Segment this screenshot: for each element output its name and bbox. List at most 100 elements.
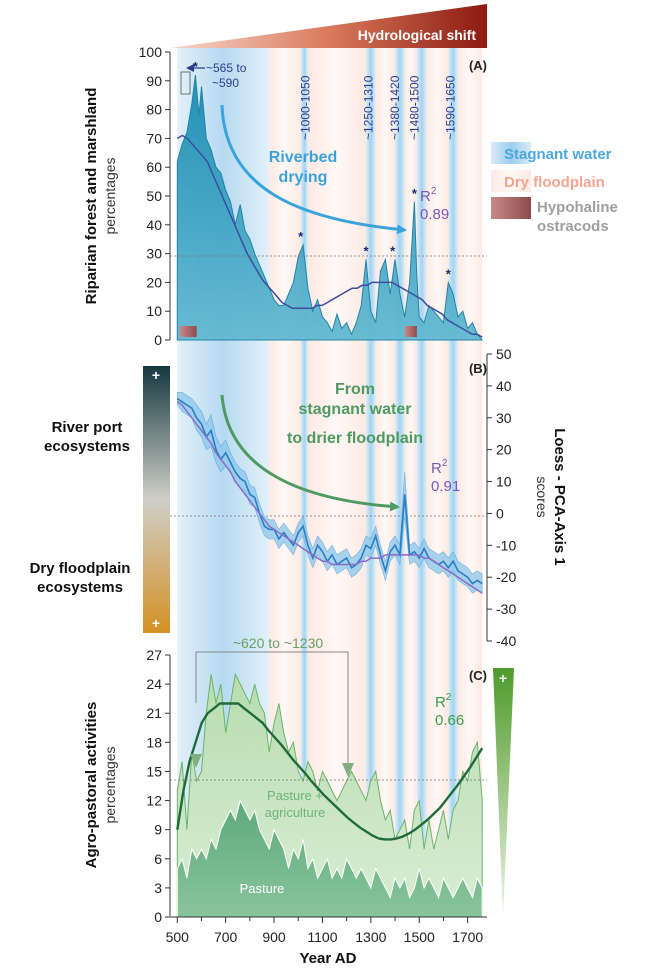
annotation-arrow-right bbox=[342, 763, 354, 777]
stagnant-water-band bbox=[448, 48, 458, 917]
label-dry-floodplain-1: Dry floodplain bbox=[30, 560, 131, 577]
header-title: Hydrological shift bbox=[358, 27, 477, 43]
panel-a: * * * * * * ~565 to ~590 Riverbed drying R2 0… bbox=[83, 44, 487, 348]
panel-a-ytick-label: 70 bbox=[146, 130, 162, 146]
panel-b-ytick-label: 10 bbox=[496, 474, 512, 490]
annotation-bracket bbox=[195, 651, 349, 768]
label-pasture-agriculture-2: agriculture bbox=[265, 805, 326, 820]
dry-floodplain-band bbox=[426, 48, 449, 917]
legend-swatch-dry bbox=[491, 170, 531, 192]
panel-c-ytick-label: 21 bbox=[146, 705, 162, 721]
panel-b-ytick-label: -40 bbox=[496, 633, 516, 649]
panel-a-ytick-label: 60 bbox=[146, 159, 162, 175]
panel-a-ytick-label: 80 bbox=[146, 102, 162, 118]
dry-floodplain-band bbox=[375, 48, 396, 917]
r2-value-c: 0.66 bbox=[435, 712, 464, 729]
legend-label-stagnant: Stagnant water bbox=[504, 146, 612, 163]
stagnant-water-band bbox=[395, 48, 405, 917]
panel-a-series bbox=[176, 74, 484, 341]
panel-a-ylabel: Riparian forest and marshland bbox=[83, 88, 100, 305]
panel-a-ytick-label: 90 bbox=[146, 73, 162, 89]
agro-wedge-plus: + bbox=[499, 670, 507, 686]
ostracod-bars bbox=[179, 326, 417, 337]
label-pasture-agriculture-1: Pasture + bbox=[267, 788, 323, 803]
panel-a-y-ticks: 0 10 20 30 40 50 60 70 80 90 100 bbox=[139, 44, 170, 348]
panel-c-ytick-label: 3 bbox=[154, 880, 162, 896]
panel-c-ytick-label: 15 bbox=[146, 763, 162, 779]
x-axis-label: Year AD bbox=[300, 950, 357, 967]
wedge-plus-top: + bbox=[152, 367, 160, 383]
x-tick-label: 900 bbox=[262, 929, 286, 945]
panel-b-ytick-label: 20 bbox=[496, 442, 512, 458]
x-tick-label: 1300 bbox=[355, 929, 386, 945]
r2-label-c: R2 bbox=[435, 692, 452, 711]
r2-label-b: R2 bbox=[431, 458, 448, 477]
panel-b-ytick-label: -30 bbox=[496, 601, 516, 617]
panel-c-series bbox=[176, 672, 483, 918]
panel-b: From stagnant water to drier floodplain … bbox=[30, 346, 568, 649]
panel-c-tag: (C) bbox=[469, 668, 487, 683]
header-wedge bbox=[170, 4, 487, 48]
agro-wedge bbox=[493, 668, 514, 918]
hydrological-shift-header: Hydrological shift bbox=[170, 4, 487, 48]
x-tick-label: 1100 bbox=[307, 929, 337, 945]
panel-b-ylabel-sub: scores bbox=[534, 476, 550, 517]
legend: Stagnant water Dry floodplain Hypohaline… bbox=[491, 142, 618, 235]
panel-b-ylabel: Loess - PCA-Axis 1 bbox=[551, 428, 568, 566]
riverbed-drying-arrow bbox=[220, 104, 407, 235]
peak-marker: * bbox=[446, 266, 452, 281]
panel-c-ytick-label: 6 bbox=[154, 851, 162, 867]
period-label: ~1480-1500 bbox=[407, 75, 421, 140]
peak-marker: * bbox=[298, 229, 304, 244]
panel-a-ylabel-sub: percentages bbox=[102, 157, 118, 234]
label-river-port-2: ecosystems bbox=[44, 438, 130, 455]
peak-marker: * bbox=[390, 243, 396, 258]
panel-b-y-ticks: -40 -30 -20 -10 0 10 20 30 40 50 bbox=[487, 346, 516, 649]
arrow-b-line2: stagnant water bbox=[299, 401, 412, 418]
r2-value-a: 0.89 bbox=[420, 206, 449, 223]
ecosystem-wedge-shape bbox=[143, 366, 170, 633]
legend-label-ostracods-2: ostracods bbox=[537, 218, 609, 235]
legend-swatch-stagnant bbox=[491, 142, 531, 164]
panel-c-ylabel: Agro-pastoral activities bbox=[83, 702, 100, 869]
panel-c-ytick-label: 12 bbox=[146, 793, 162, 809]
arrow-label-line1: Riverbed bbox=[269, 149, 337, 166]
panel-c-ytick-label: 18 bbox=[146, 734, 162, 750]
panel-b-trend-line bbox=[176, 401, 483, 594]
annotation-line2: ~590 bbox=[212, 76, 239, 90]
legend-swatch-ostracods bbox=[491, 197, 531, 219]
label-river-port-1: River port bbox=[52, 419, 123, 436]
panel-b-ytick-label: 50 bbox=[496, 346, 512, 362]
wedge-plus-bottom: + bbox=[152, 615, 160, 631]
panel-c-ytick-label: 24 bbox=[146, 676, 162, 692]
ostracod-bar bbox=[404, 326, 417, 337]
panel-a-trend bbox=[176, 134, 483, 338]
arrow-b-line1: From bbox=[335, 381, 375, 398]
panel-a-ytick-label: 30 bbox=[146, 246, 162, 262]
panel-c-ylabel-sub: percentages bbox=[102, 746, 118, 823]
x-tick-label: 1700 bbox=[452, 929, 483, 945]
x-axis: 500 700 900 1100 1300 1500 1700 Year AD bbox=[166, 916, 487, 967]
panel-a-trend-line bbox=[176, 134, 483, 338]
stagnant-water-band bbox=[416, 48, 427, 917]
panel-a-ytick-label: 0 bbox=[154, 332, 162, 348]
panel-c-trend-line bbox=[176, 702, 484, 841]
panel-a-ytick-label: 100 bbox=[139, 44, 163, 60]
arrow-b-line3: to drier floodplain bbox=[287, 430, 423, 447]
panel-c: ~620 to ~1230 Pasture + agriculture Past… bbox=[83, 635, 514, 925]
dry-floodplain-band bbox=[404, 48, 417, 917]
panel-b-ytick-label: 0 bbox=[496, 505, 504, 521]
panel-b-tag: (B) bbox=[469, 361, 487, 376]
x-tick-label: 1500 bbox=[404, 929, 435, 945]
x-axis-ticks: 500 700 900 1100 1300 1500 1700 bbox=[166, 917, 483, 945]
pasture-area bbox=[176, 799, 483, 918]
dry-floodplain-band bbox=[307, 48, 367, 917]
panel-c-ytick-label: 27 bbox=[146, 647, 162, 663]
stagnant-water-band bbox=[300, 48, 308, 917]
stagnant-to-dry-arrow bbox=[220, 394, 400, 512]
peak-marker: * bbox=[363, 243, 369, 258]
period-label: ~1590-1650 bbox=[444, 75, 458, 140]
label-dry-floodplain-2: ecosystems bbox=[37, 579, 123, 596]
stagnant-water-band bbox=[366, 48, 376, 917]
x-tick-label: 700 bbox=[214, 929, 238, 945]
